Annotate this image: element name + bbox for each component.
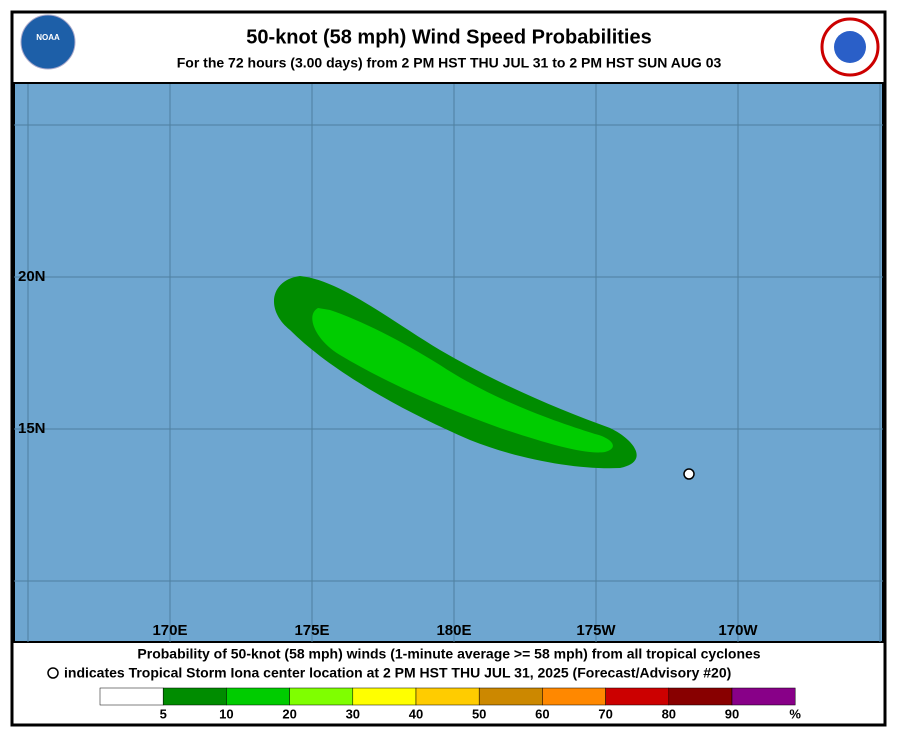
legend-swatch (352, 687, 417, 706)
subtitle: For the 72 hours (3.00 days) from 2 PM H… (177, 55, 722, 71)
nws-logo-inner (834, 31, 866, 63)
storm-center (683, 468, 695, 480)
legend-swatch (542, 687, 606, 706)
legend-tick: 40 (409, 706, 423, 721)
legend-tick: 90 (725, 706, 739, 721)
lon-label: 175E (294, 622, 329, 639)
legend-tick: 50 (472, 706, 486, 721)
legend-tick: 5 (160, 706, 167, 721)
prob-10-20 (312, 308, 613, 453)
legend: 5 10 20 30 40 50 60 70 80 90% (99, 687, 801, 721)
lat-label: 20N (18, 268, 46, 285)
footer-line: Probability of 50-knot (58 mph) winds (1… (137, 646, 760, 662)
lon-label: 170E (152, 622, 187, 639)
legend-swatch (415, 687, 480, 706)
legend-tick: 20 (282, 706, 296, 721)
lon-label: 180E (436, 622, 471, 639)
lon-label: 170W (718, 622, 758, 639)
noaa-logo (20, 14, 76, 70)
legend-swatch (605, 687, 670, 706)
legend-swatch (731, 687, 796, 706)
map: 170E 175E 180E 175W 170W 20N 15N (13, 82, 884, 643)
legend-swatch (226, 687, 290, 706)
lon-label: 175W (576, 622, 616, 639)
legend-tick: 10 (219, 706, 233, 721)
storm-symbol (47, 667, 59, 679)
legend-swatch (289, 687, 354, 706)
legend-tick: 60 (535, 706, 549, 721)
legend-swatch (668, 687, 733, 706)
legend-swatch (99, 687, 164, 706)
legend-unit: % (789, 706, 801, 721)
legend-tick: 30 (346, 706, 360, 721)
legend-tick: 80 (662, 706, 676, 721)
legend-tick: 70 (598, 706, 612, 721)
graticule (14, 84, 883, 642)
legend-swatch (162, 687, 227, 706)
footer-line: indicates Tropical Storm Iona center loc… (64, 665, 731, 681)
noaa-logo-text: NOAA (36, 33, 60, 42)
lat-label: 15N (18, 420, 46, 437)
legend-swatch (478, 687, 543, 706)
title: 50-knot (58 mph) Wind Speed Probabilitie… (246, 26, 651, 48)
